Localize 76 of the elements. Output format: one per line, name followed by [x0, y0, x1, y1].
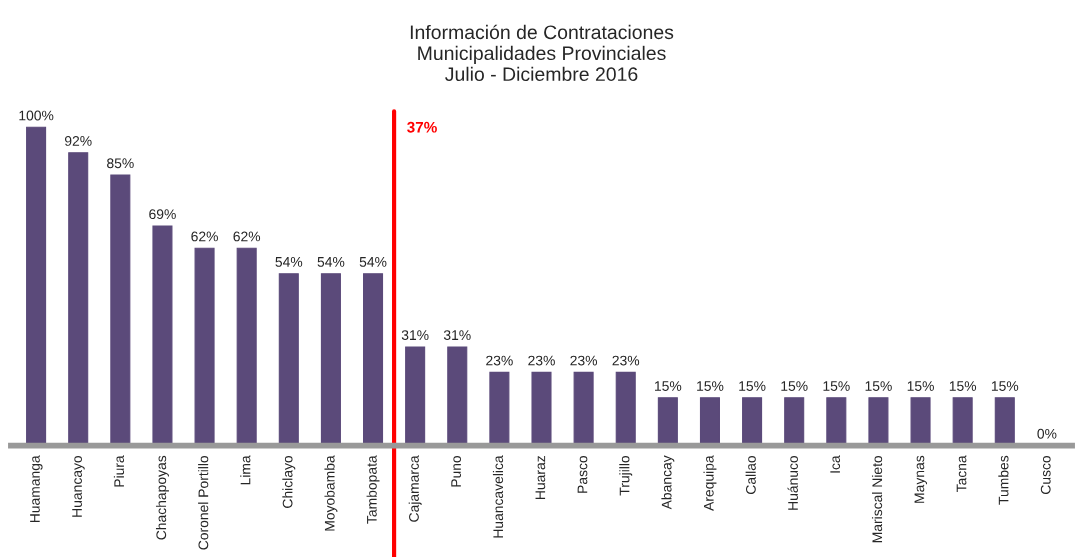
data-label: 85%: [107, 158, 134, 169]
bar: [615, 371, 636, 446]
bar: [152, 225, 173, 446]
data-label: 54%: [275, 257, 303, 267]
bar: [26, 126, 47, 446]
data-label: 54%: [359, 257, 387, 267]
x-tick-label: Piura: [113, 455, 125, 487]
x-tick-label: Chiclayo: [282, 455, 296, 508]
data-label: 15%: [991, 381, 1019, 391]
x-tick-label: Trujillo: [619, 455, 633, 496]
x-tick-label: Chachapoyas: [155, 455, 169, 540]
bar: [868, 397, 889, 446]
bar: [531, 371, 552, 446]
x-tick-label: Pasco: [577, 455, 588, 493]
bar: [278, 273, 299, 446]
bar: [68, 152, 89, 446]
x-tick-label: Coronel Portillo: [198, 455, 209, 550]
bar: [110, 174, 131, 446]
data-label: 15%: [907, 381, 934, 391]
x-tick-label: Callao: [745, 455, 756, 494]
data-label: 31%: [401, 330, 429, 341]
bar: [742, 397, 763, 446]
x-tick-label: Abancay: [661, 455, 675, 510]
data-label: 62%: [191, 231, 218, 242]
data-label: 23%: [528, 355, 555, 366]
x-tick-label: Huánuco: [787, 455, 798, 510]
data-label: 92%: [64, 136, 92, 146]
x-tick-label: Tacna: [956, 455, 967, 493]
data-label: 15%: [739, 381, 766, 391]
x-tick-label: Huamanga: [30, 455, 43, 523]
data-label: 15%: [865, 381, 892, 391]
data-label: 62%: [233, 231, 261, 242]
bar: [405, 346, 426, 446]
x-tick-label: Cajamarca: [408, 455, 422, 522]
x-tick-label: Tambopata: [366, 455, 380, 524]
bar: [363, 273, 384, 446]
bar: [952, 397, 973, 446]
x-tick-label: Huancayo: [72, 455, 85, 517]
x-tick-label: Arequipa: [703, 455, 717, 511]
data-label: 15%: [823, 381, 850, 391]
bar: [194, 247, 215, 446]
data-label: 23%: [612, 355, 640, 366]
data-label: 23%: [570, 355, 598, 366]
x-tick-label: Mariscal Nieto: [871, 455, 883, 543]
x-tick-label: Cusco: [1040, 455, 1051, 494]
bar: [573, 371, 594, 446]
x-tick-label: Lima: [240, 455, 251, 485]
ref-line-label: 37%: [407, 121, 437, 133]
x-tick-label: Huancavelica: [492, 455, 504, 538]
data-label: 23%: [486, 355, 513, 366]
chart-title: Información de Contrataciones Municipalidades Provinciales Julio - Diciembre 2016: [410, 24, 674, 82]
bar: [236, 247, 257, 446]
x-tick-label: Maynas: [914, 455, 928, 503]
bar: [447, 346, 468, 446]
bar: [784, 397, 805, 446]
data-label: 54%: [317, 257, 345, 267]
bar: [826, 397, 847, 446]
data-label: 15%: [697, 381, 724, 391]
x-tick-label: Huaraz: [535, 456, 546, 499]
bar: [489, 371, 510, 446]
bar: [699, 397, 720, 446]
data-label: 69%: [149, 209, 176, 220]
data-label: 0%: [1037, 428, 1057, 439]
x-tick-label: Moyobamba: [324, 455, 338, 531]
bar: [320, 273, 341, 446]
bar: [910, 397, 931, 446]
bar: [657, 397, 678, 446]
data-label: 15%: [949, 381, 977, 391]
x-tick-label: Tumbes: [998, 455, 1009, 505]
data-label: 15%: [655, 381, 682, 391]
x-tick-label: Puno: [451, 455, 461, 487]
bar: [994, 397, 1015, 446]
data-label: 31%: [443, 330, 471, 341]
data-label: 100%: [19, 110, 54, 121]
data-label: 15%: [781, 381, 808, 391]
x-tick-label: Ica: [830, 455, 841, 473]
